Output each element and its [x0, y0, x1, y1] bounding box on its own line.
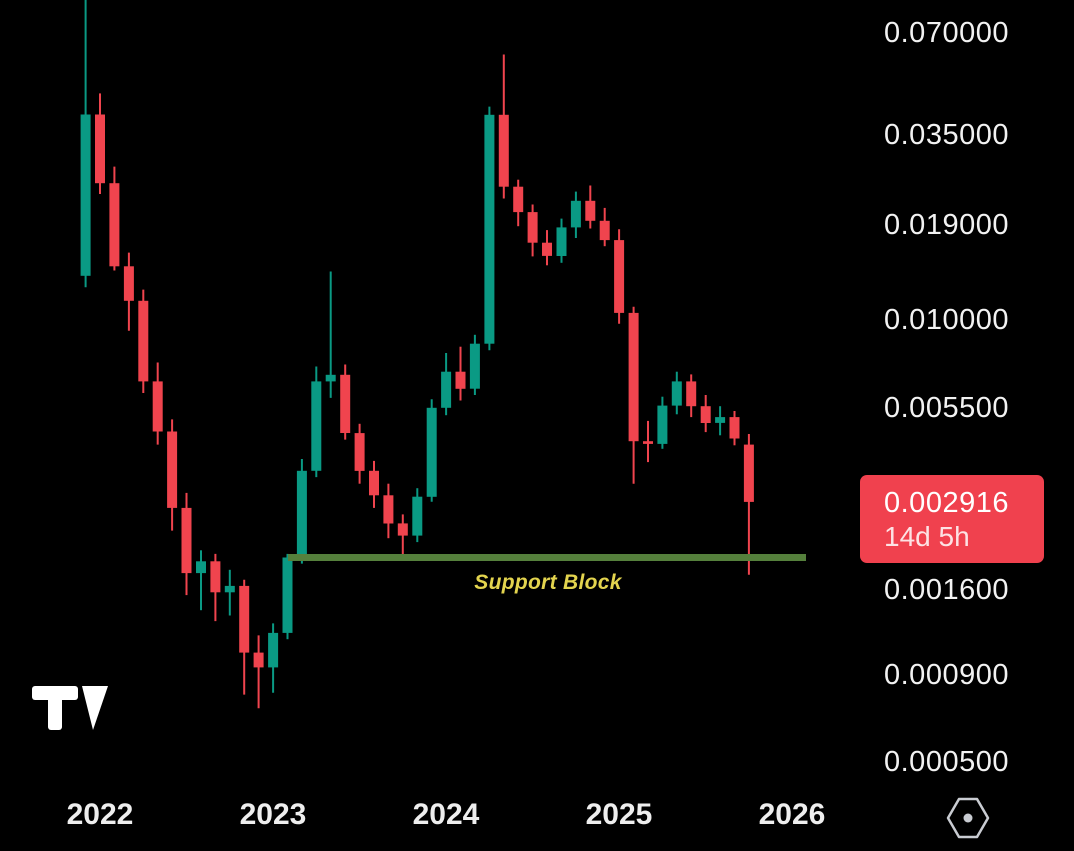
candle-body: [354, 433, 365, 471]
price-axis-label: 0.000500: [884, 746, 1009, 778]
time-axis-label: 2022: [66, 798, 134, 831]
price-axis-label: 0.070000: [884, 17, 1009, 49]
candle-body: [282, 557, 293, 633]
time-axis-label: 2025: [585, 798, 653, 831]
candle-body: [167, 431, 178, 508]
price-axis-label: 0.035000: [884, 119, 1009, 151]
hexagon-dot-icon[interactable]: [946, 796, 990, 840]
price-axis-label: 0.000900: [884, 659, 1009, 691]
candle-body: [138, 300, 149, 382]
price-axis-label: 0.005500: [884, 392, 1009, 424]
candle-body: [628, 312, 639, 442]
candle-body: [585, 200, 596, 221]
time-axis-label: 2026: [758, 798, 826, 831]
candle-body: [513, 186, 524, 213]
candle-body: [455, 371, 466, 389]
candle-body: [614, 240, 625, 313]
candle-body: [95, 114, 105, 184]
candle-countdown: 14d 5h: [884, 521, 970, 552]
logo-leg: [48, 686, 62, 730]
candle-body: [556, 227, 567, 256]
candle-body: [686, 381, 697, 407]
candle-body: [123, 266, 134, 301]
time-axis-label: 2024: [412, 798, 480, 831]
candle-body: [498, 114, 509, 187]
price-axis-label: 0.001600: [884, 574, 1009, 606]
candle-body: [80, 114, 91, 276]
candle-body: [397, 523, 408, 536]
candle-body: [527, 212, 538, 243]
candle-body: [311, 381, 322, 471]
candle-body: [715, 417, 726, 423]
candle-body: [700, 406, 711, 423]
time-axis-label: 2023: [239, 798, 307, 831]
candle-body: [570, 200, 581, 228]
candle-body: [109, 183, 120, 267]
price-axis[interactable]: 0.070000 0.035000 0.019000 0.010000 0.005500…: [860, 0, 1074, 790]
candle-body: [181, 507, 192, 574]
candle-body: [743, 444, 754, 502]
candle-body: [210, 561, 221, 593]
candle-body: [369, 470, 379, 496]
candle-body: [671, 381, 682, 406]
candle-body: [152, 381, 163, 432]
last-price-badge: 0.002916 14d 5h: [860, 475, 1044, 563]
candle-body: [484, 114, 495, 344]
logo-v: [82, 686, 108, 730]
candle-body: [253, 652, 264, 668]
candle-body: [239, 585, 250, 653]
candle-body: [196, 561, 206, 574]
time-axis[interactable]: 2022 2023 2024 2025 2026: [0, 798, 880, 844]
candle-body: [441, 371, 452, 408]
candle-body: [643, 441, 653, 444]
hexagon-center-dot: [963, 813, 973, 823]
candle-body: [296, 470, 307, 558]
candle-body: [412, 496, 423, 536]
candle-body: [599, 220, 610, 241]
candle-body: [383, 495, 394, 524]
candle-body: [469, 343, 480, 389]
candle-body: [542, 242, 552, 256]
support-block-label: Support Block: [474, 571, 622, 594]
candle-body: [340, 374, 351, 433]
hexagon-outline: [946, 797, 990, 839]
last-price-value: 0.002916: [884, 487, 1009, 519]
candle-body: [325, 374, 336, 382]
support-block-line[interactable]: [288, 554, 806, 561]
price-axis-label: 0.019000: [884, 209, 1009, 241]
candle-body: [224, 585, 235, 593]
price-axis-label: 0.010000: [884, 304, 1009, 336]
candle-body: [426, 407, 437, 497]
candle-body: [729, 417, 740, 439]
candle-body: [657, 405, 668, 444]
candle-body: [268, 632, 279, 668]
tradingview-logo-icon[interactable]: [32, 686, 108, 732]
